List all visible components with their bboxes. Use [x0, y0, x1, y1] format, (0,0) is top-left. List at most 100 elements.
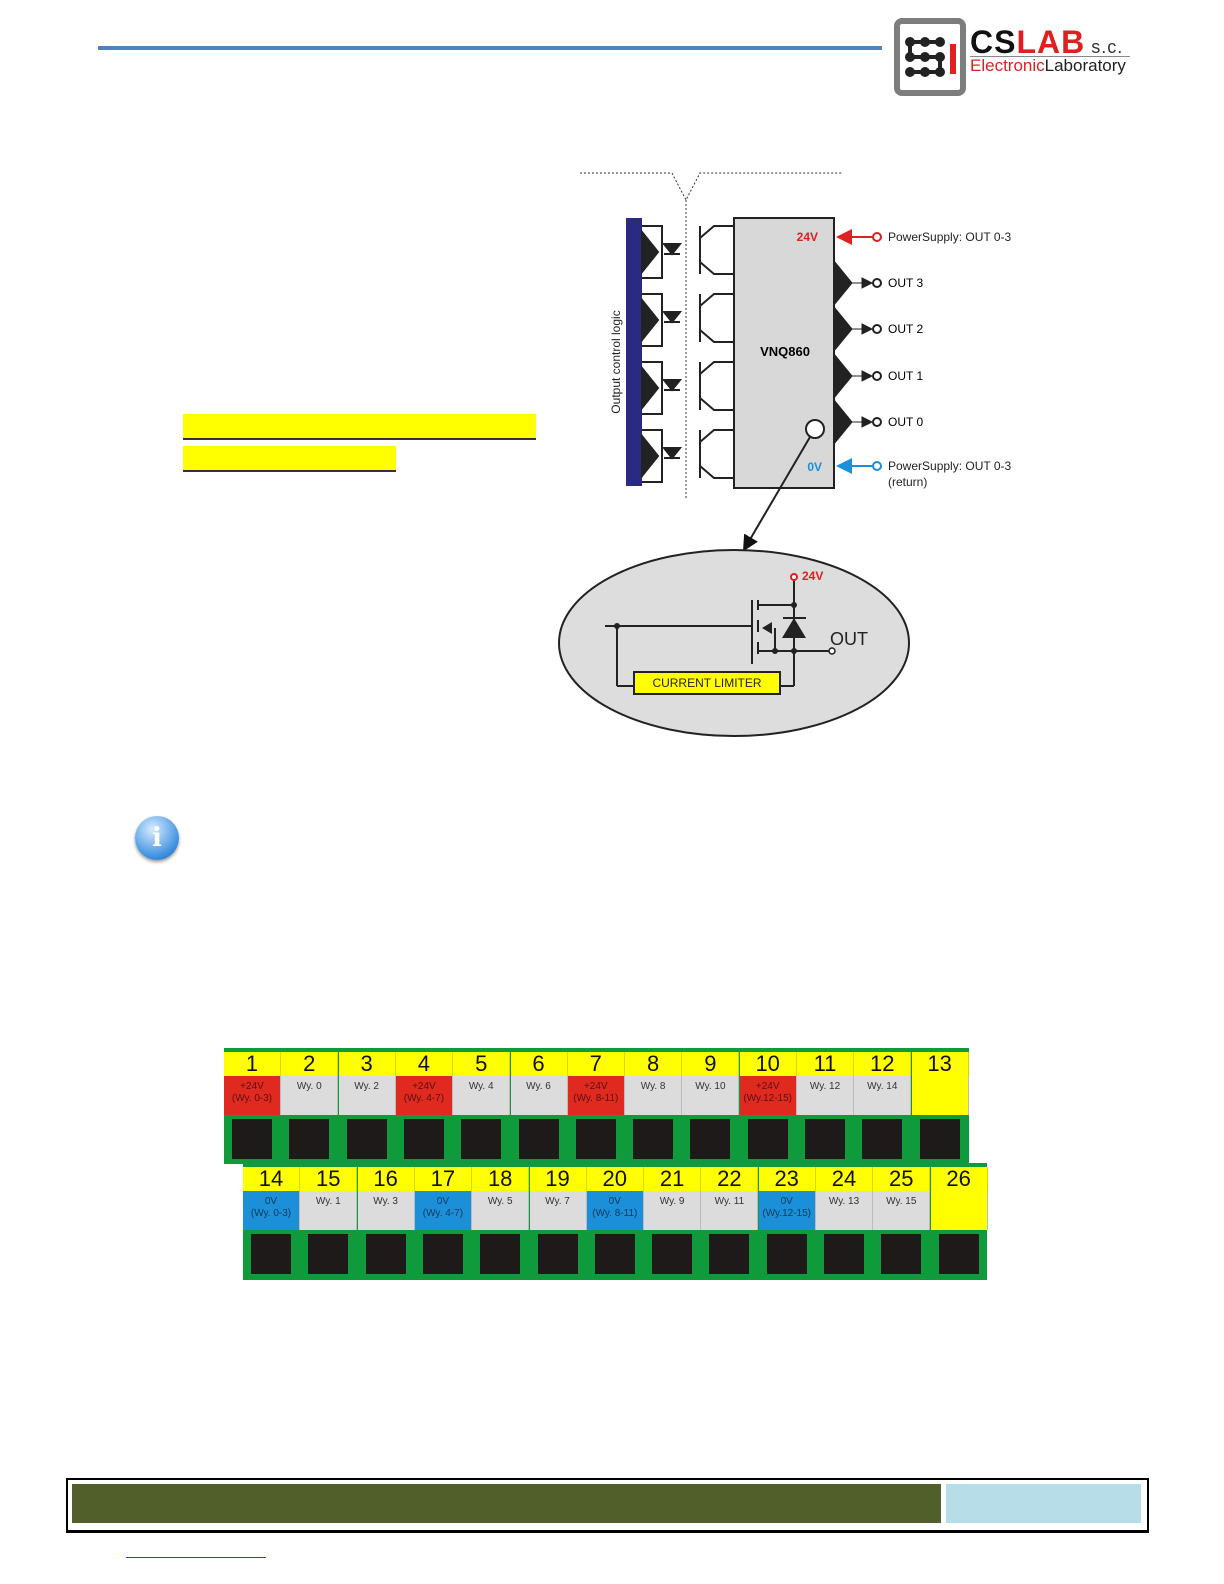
terminal-number: 18 [472, 1167, 530, 1191]
terminal-number: 20 [586, 1167, 644, 1191]
output-pin-icon [833, 305, 874, 353]
terminal-24: 24 Wy. 13 [816, 1167, 873, 1278]
terminal-label: Wy. 15 [873, 1191, 931, 1230]
return-note: (return) [888, 475, 927, 489]
terminal-number: 14 [243, 1167, 300, 1191]
terminal-number: 1 [224, 1052, 281, 1076]
terminal-11: 11 Wy. 12 [797, 1052, 854, 1163]
terminal-screw [396, 1115, 453, 1163]
terminal-1: 1 +24V (Wy. 0-3) [224, 1052, 281, 1163]
terminal-8: 8 Wy. 8 [625, 1052, 683, 1163]
terminal-16: 16 Wy. 3 [357, 1167, 415, 1278]
screw-slot-icon [747, 1119, 788, 1159]
terminal-number: 11 [797, 1052, 854, 1076]
terminal-screw [224, 1115, 281, 1163]
terminal-screw [682, 1115, 739, 1163]
output-label: OUT 3 [888, 276, 923, 290]
terminal-25: 25 Wy. 15 [873, 1167, 931, 1278]
cslab-logo: CSLAB s.c. ElectronicLaboratory [890, 14, 1140, 110]
chip-label: VNQ860 [760, 344, 810, 359]
terminal-screw [854, 1115, 911, 1163]
terminal-screw [472, 1230, 529, 1278]
terminal-screw [300, 1230, 357, 1278]
terminal-number: 10 [739, 1052, 797, 1076]
output-terminal [872, 417, 882, 427]
screw-slot-icon [824, 1234, 864, 1274]
terminal-screw [873, 1230, 930, 1278]
terminal-label: Wy. 9 [644, 1191, 702, 1230]
terminal-screw [759, 1230, 816, 1278]
terminal-screw [358, 1230, 415, 1278]
terminal-number: 13 [911, 1052, 969, 1076]
terminal-number: 9 [682, 1052, 740, 1076]
output-terminal [872, 324, 882, 334]
logo-wordmark: CSLAB s.c. [970, 24, 1124, 60]
v24-label: 24V [797, 230, 818, 244]
terminal-number: 24 [816, 1167, 873, 1191]
screw-slot-icon [422, 1234, 463, 1274]
highlighted-text-line [183, 414, 536, 440]
screw-slot-icon [938, 1234, 979, 1274]
optocoupler [642, 293, 734, 347]
terminal-number: 12 [854, 1052, 912, 1076]
terminal-label: Wy. 10 [682, 1076, 740, 1115]
terminal-number: 23 [758, 1167, 816, 1191]
optocoupler [642, 225, 734, 279]
terminal-label: Wy. 5 [472, 1191, 530, 1230]
terminal-6: 6 Wy. 6 [510, 1052, 568, 1163]
power-return-label: PowerSupply: OUT 0-3 [888, 459, 1011, 473]
terminal-label: Wy. 12 [797, 1076, 854, 1115]
screw-slot-icon [690, 1119, 731, 1159]
side-label: Output control logic [609, 310, 623, 413]
output-label: OUT 2 [888, 322, 923, 336]
screw-slot-icon [537, 1234, 578, 1274]
screw-slot-icon [709, 1234, 750, 1274]
detail-out-label: OUT [830, 629, 868, 649]
screw-slot-icon [919, 1119, 960, 1159]
terminal-15: 15 Wy. 1 [300, 1167, 358, 1278]
terminal-screw [453, 1115, 510, 1163]
terminal-4: 4 +24V (Wy. 4-7) [395, 1052, 453, 1163]
screw-slot-icon [881, 1234, 922, 1274]
optocoupler-diode-icon [641, 365, 683, 411]
terminal-21: 21 Wy. 9 [644, 1167, 702, 1278]
terminal-23: 23 0V (Wy.12-15) [758, 1167, 816, 1278]
v0-label: 0V [807, 460, 822, 474]
optocoupler-diode-icon [641, 297, 683, 343]
header-rule [98, 46, 882, 50]
terminal-number: 15 [300, 1167, 358, 1191]
terminal-screw [931, 1230, 988, 1278]
terminal-label: +24V (Wy. 4-7) [395, 1076, 453, 1115]
footer-bar [72, 1484, 941, 1523]
terminal-label: Wy. 4 [453, 1076, 511, 1115]
terminal-3: 3 Wy. 2 [338, 1052, 396, 1163]
terminal-screw [816, 1230, 873, 1278]
terminal-screw [568, 1115, 625, 1163]
terminal-screw [701, 1230, 758, 1278]
terminal-label: Wy. 7 [529, 1191, 587, 1230]
terminal-label: Wy. 2 [338, 1076, 396, 1115]
terminal-label: 0V (Wy.12-15) [758, 1191, 816, 1230]
logo-emblem-icon [894, 18, 966, 96]
output-label: OUT 1 [888, 369, 923, 383]
screw-slot-icon [805, 1119, 845, 1159]
screw-slot-icon [518, 1119, 559, 1159]
terminal-label: 0V (Wy. 4-7) [414, 1191, 472, 1230]
screw-slot-icon [766, 1234, 807, 1274]
screw-slot-icon [633, 1119, 674, 1159]
terminal-screw [243, 1230, 300, 1278]
terminal-label: Wy. 14 [854, 1076, 912, 1115]
terminal-number: 26 [930, 1167, 988, 1191]
terminal-screw [625, 1115, 682, 1163]
screw-slot-icon [403, 1119, 444, 1159]
terminal-screw [740, 1115, 797, 1163]
terminal-number: 4 [395, 1052, 453, 1076]
screw-slot-icon [365, 1234, 406, 1274]
footer-link[interactable] [126, 1557, 266, 1558]
logo-subtitle: ElectronicLaboratory [970, 56, 1126, 75]
output-terminal [872, 371, 882, 381]
output-circuit-diagram: Output control logic VNQ860 24V 0V Power… [558, 172, 1011, 737]
terminal-label: Wy. 8 [625, 1076, 683, 1115]
connector-row-1: 1 +24V (Wy. 0-3) 2 Wy. 0 3 Wy. 2 4 +24V (W… [224, 1048, 969, 1164]
